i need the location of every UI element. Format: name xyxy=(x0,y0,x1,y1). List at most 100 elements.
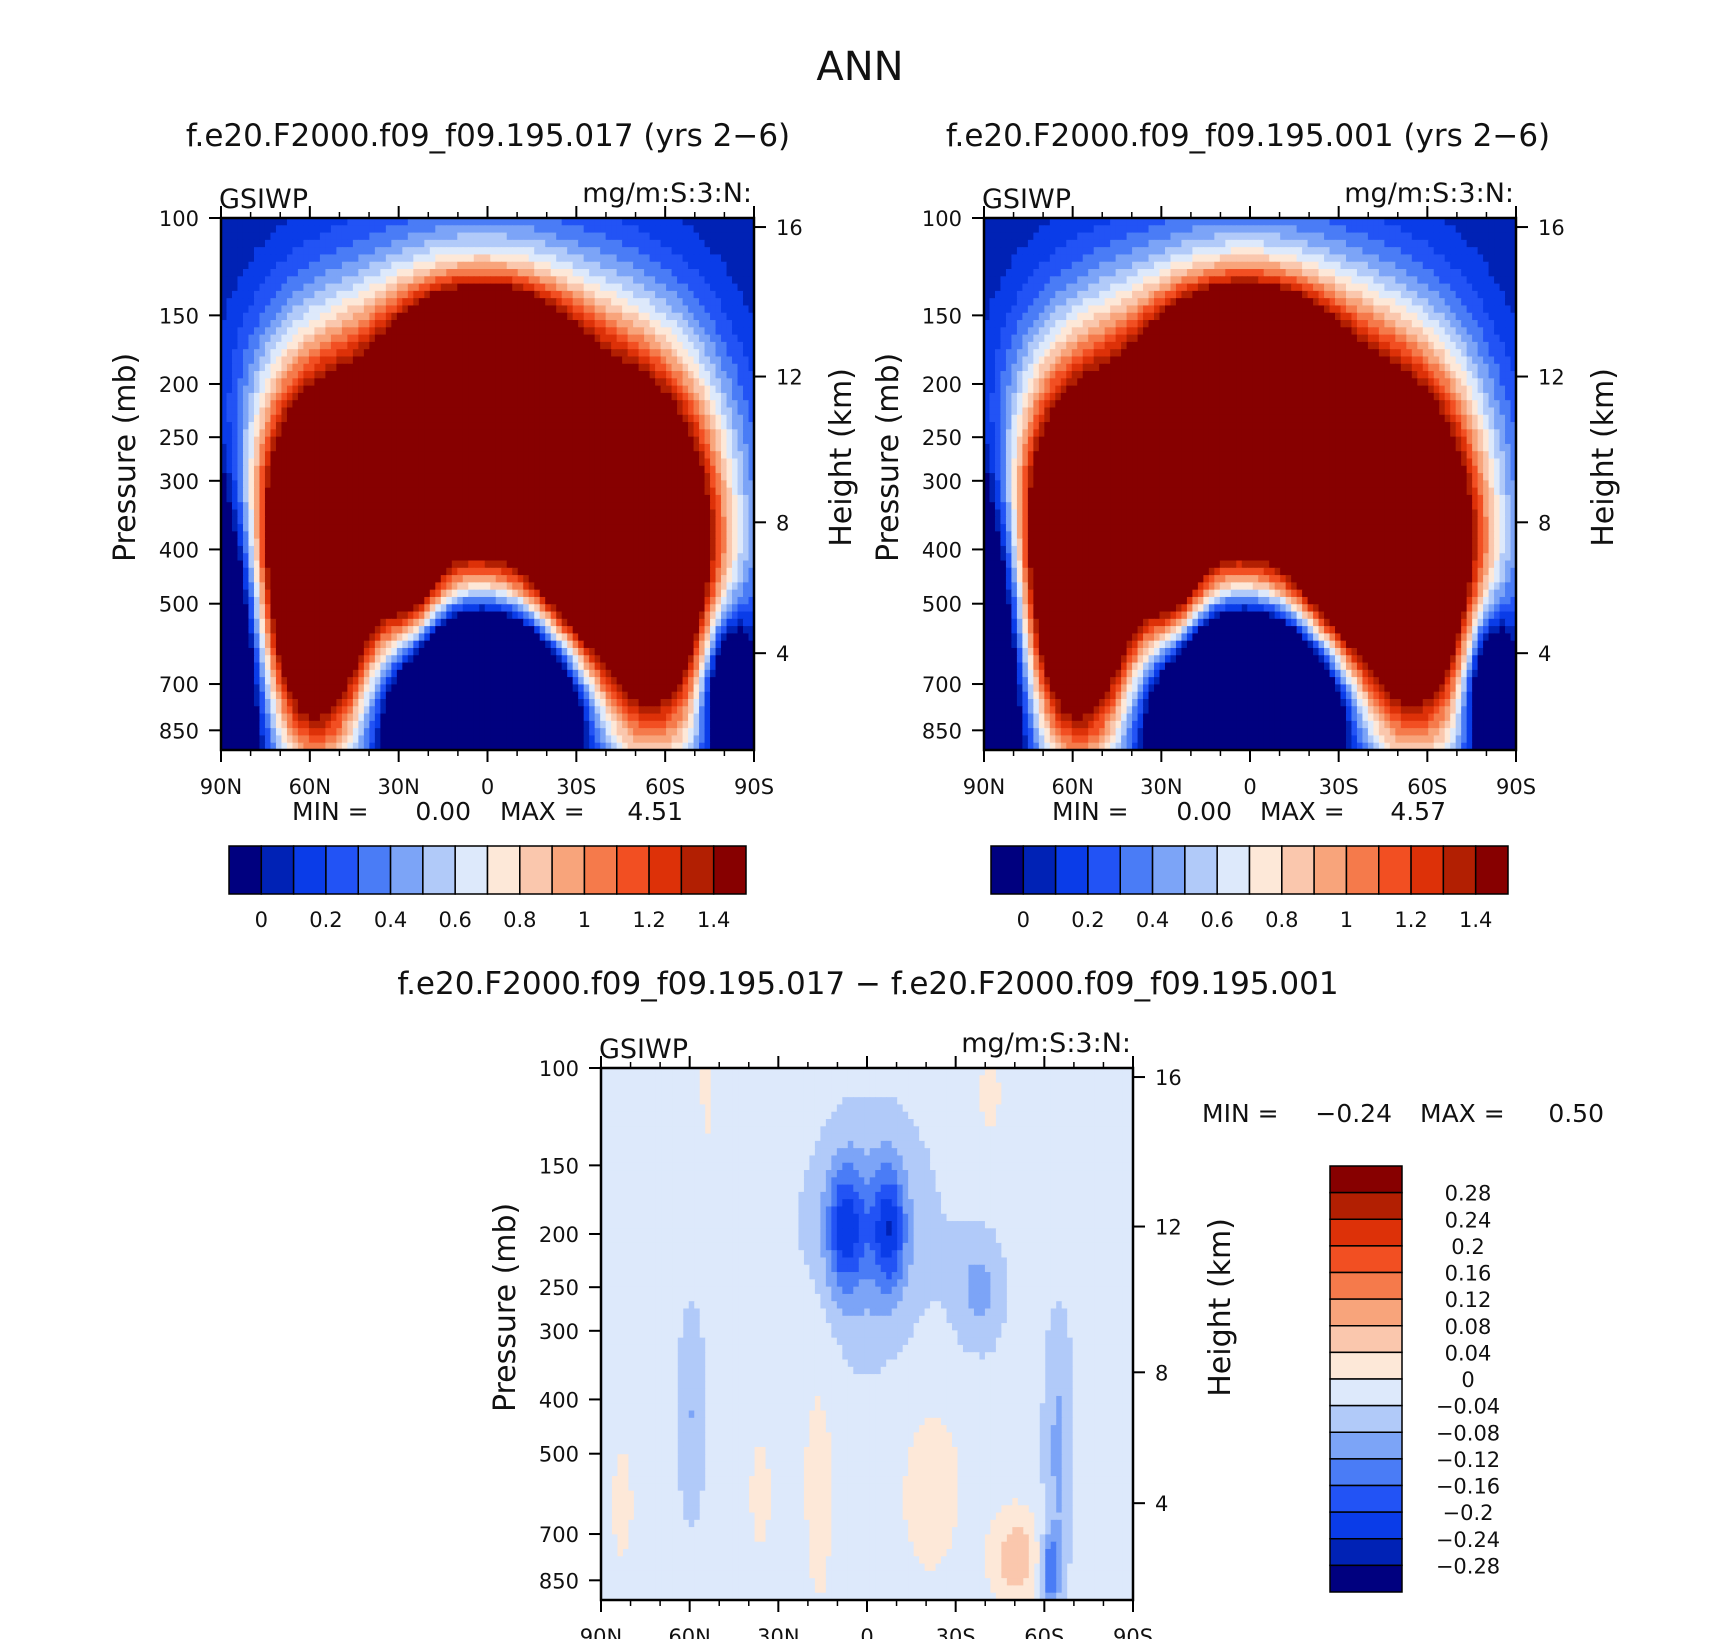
left-cell xyxy=(583,239,590,248)
left-cell xyxy=(303,232,310,241)
left-cell xyxy=(380,473,387,481)
left-cell xyxy=(275,349,283,358)
left-cell xyxy=(457,232,464,241)
left-cell xyxy=(550,327,557,336)
left-cell xyxy=(248,502,255,511)
left-cell xyxy=(539,407,546,416)
left-cell xyxy=(435,400,442,409)
left-cell xyxy=(352,247,359,256)
left-cell xyxy=(330,276,337,285)
left-cell xyxy=(748,436,755,445)
left-cell xyxy=(737,371,744,379)
left-cell xyxy=(495,414,502,423)
left-cell xyxy=(231,560,239,569)
left-cell xyxy=(292,473,299,481)
left-cell xyxy=(457,516,464,525)
left-cell xyxy=(424,312,431,321)
left-cell xyxy=(303,225,310,234)
left-cell xyxy=(248,451,255,460)
left-cell xyxy=(374,276,381,285)
left-cell xyxy=(347,443,354,452)
left-cell xyxy=(418,341,425,350)
left-cell xyxy=(451,239,458,248)
left-cell xyxy=(358,567,365,576)
left-cell xyxy=(457,276,464,285)
left-cell xyxy=(539,363,546,372)
left-cell xyxy=(473,465,480,474)
left-cell xyxy=(402,290,409,299)
left-cell xyxy=(457,494,464,503)
left-cell xyxy=(330,320,337,328)
left-cell xyxy=(671,392,678,401)
left-cell xyxy=(358,225,365,234)
left-cell xyxy=(748,400,755,409)
left-cell xyxy=(721,341,728,350)
left-cell xyxy=(578,276,585,285)
left-cell xyxy=(688,290,695,299)
left-cell xyxy=(308,429,316,438)
left-cell xyxy=(484,567,491,576)
left-cell xyxy=(457,407,464,416)
left-cell xyxy=(517,567,524,576)
left-cell xyxy=(682,349,689,358)
left-cell xyxy=(457,465,464,474)
left-cell xyxy=(611,531,618,540)
left-cell xyxy=(407,378,414,387)
left-cell xyxy=(649,320,656,328)
left-cell xyxy=(270,334,277,343)
left-cell xyxy=(715,261,722,270)
left-cell xyxy=(341,567,348,576)
left-cell xyxy=(484,225,491,234)
left-cell xyxy=(484,538,491,547)
left-cell xyxy=(440,385,447,394)
left-cell xyxy=(292,451,299,460)
left-cell xyxy=(407,538,414,547)
left-cell xyxy=(583,516,590,525)
left-cell xyxy=(264,443,272,452)
left-cell xyxy=(556,239,563,248)
left-cell xyxy=(506,247,513,256)
left-cell xyxy=(484,261,491,270)
left-cell xyxy=(495,349,502,358)
left-cell xyxy=(561,582,568,591)
left-cell xyxy=(638,458,645,467)
left-cell xyxy=(413,327,420,336)
left-cell xyxy=(380,436,387,445)
left-cell xyxy=(583,298,590,307)
left-cell xyxy=(391,502,398,511)
left-cell xyxy=(358,232,365,241)
left-cell xyxy=(270,589,277,598)
left-cell xyxy=(605,407,612,416)
left-cell xyxy=(666,400,673,409)
left-cell xyxy=(572,312,579,321)
left-cell xyxy=(611,480,618,489)
left-cell xyxy=(226,589,233,598)
left-cell xyxy=(699,276,706,285)
left-cell xyxy=(572,422,579,430)
left-cell xyxy=(385,276,392,285)
left-cell xyxy=(325,422,332,430)
left-cell xyxy=(292,429,299,438)
left-cell xyxy=(567,451,574,460)
left-cell xyxy=(578,443,585,452)
left-cell xyxy=(259,531,266,540)
left-cell xyxy=(319,305,326,314)
left-cell xyxy=(248,589,255,598)
left-cell xyxy=(495,567,502,576)
left-cell xyxy=(457,334,464,343)
left-cell xyxy=(627,531,634,540)
left-cell xyxy=(385,320,392,328)
left-cell xyxy=(561,516,568,525)
left-cell xyxy=(369,290,376,299)
left-cell xyxy=(352,320,359,328)
left-cell xyxy=(567,560,574,569)
left-cell xyxy=(286,378,294,387)
left-cell xyxy=(369,276,376,285)
left-cell xyxy=(275,341,283,350)
left-cell xyxy=(336,385,343,394)
left-cell xyxy=(578,494,585,503)
left-cell xyxy=(495,327,502,336)
left-cell xyxy=(451,494,458,503)
left-cell xyxy=(308,305,316,314)
left-cell xyxy=(671,269,678,277)
